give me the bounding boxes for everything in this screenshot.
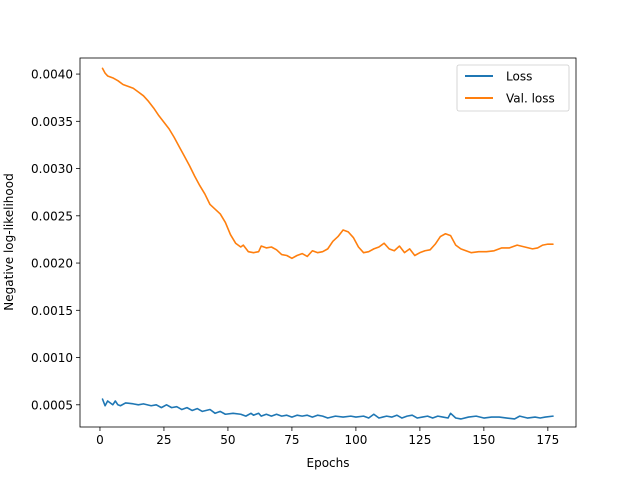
axes-frame <box>79 57 577 428</box>
x-tick-label: 175 <box>536 433 559 447</box>
x-tick-label: 25 <box>156 433 171 447</box>
x-tick-label: 50 <box>220 433 235 447</box>
y-axis-label: Negative log-likelihood <box>2 173 16 310</box>
y-tick-label: 0.0025 <box>31 209 73 223</box>
y-tick-label: 0.0010 <box>31 351 73 365</box>
x-axis-label: Epochs <box>307 456 350 470</box>
x-axis: 0 25 50 75 100 125 150 175 <box>96 427 559 447</box>
legend: Loss Val. loss <box>456 64 570 112</box>
y-tick-label: 0.0035 <box>31 115 73 129</box>
y-tick-label: 0.0020 <box>31 257 73 271</box>
series-layer <box>101 67 554 420</box>
y-axis: 0.0005 0.0010 0.0015 0.0020 0.0025 0.0030 0.00… <box>31 68 80 412</box>
series-line-val-loss <box>101 67 554 260</box>
y-tick-label: 0.0005 <box>31 398 73 412</box>
legend-label-loss: Loss <box>506 70 532 84</box>
x-tick-label: 100 <box>344 433 367 447</box>
x-tick-label: 0 <box>96 433 104 447</box>
x-tick-label: 125 <box>408 433 431 447</box>
y-tick-label: 0.0040 <box>31 68 73 82</box>
legend-label-val-loss: Val. loss <box>506 92 555 106</box>
x-tick-label: 75 <box>284 433 299 447</box>
series-line-loss <box>101 398 554 420</box>
x-tick-label: 150 <box>472 433 495 447</box>
y-tick-label: 0.0030 <box>31 162 73 176</box>
y-tick-label: 0.0015 <box>31 304 73 318</box>
